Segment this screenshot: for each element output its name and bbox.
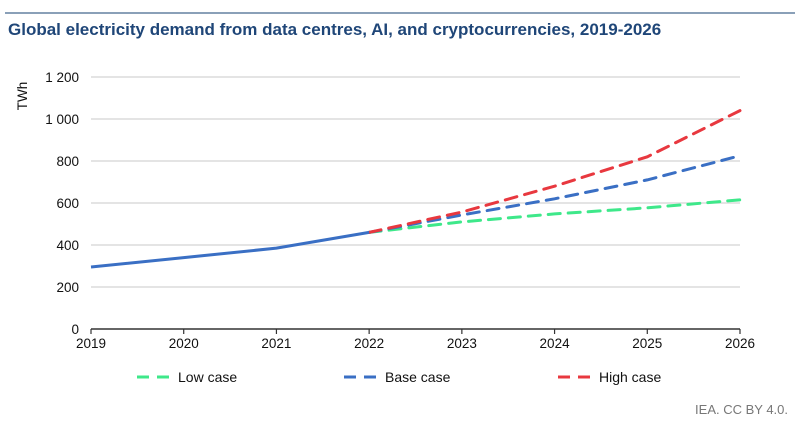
y-tick-label: 1 000 [45,112,79,127]
legend-item-base-case[interactable]: Base case [344,369,451,385]
x-tick-label: 2022 [354,336,384,351]
y-axis-title: TWh [15,82,30,111]
source-note: IEA. CC BY 4.0. [695,402,788,417]
series-line-high-case [367,109,742,234]
y-tick-label: 1 200 [45,70,79,85]
y-tick-label: 800 [56,154,79,169]
legend-item-high-case[interactable]: High case [558,369,661,385]
x-tick-label: 2021 [261,336,291,351]
legend-label: Base case [385,369,451,385]
y-tick-label: 600 [56,196,79,211]
legend: Low case Base case High case [137,369,661,385]
x-tick-label: 2026 [725,336,755,351]
x-tick-label: 2024 [540,336,571,351]
chart-title: Global electricity demand from data cent… [8,20,662,39]
gridlines [91,76,740,288]
y-tick-label: 0 [71,322,79,337]
x-axis: 2019 2020 2021 2022 2023 2024 2025 2026 [76,328,755,351]
x-tick-label: 2023 [447,336,477,351]
x-tick-label: 2025 [632,336,662,351]
legend-label: High case [599,369,661,385]
series-lines [90,109,742,269]
y-tick-label: 200 [56,280,79,295]
series-line-base-case [367,154,742,234]
x-tick-label: 2020 [169,336,199,351]
x-tick-label: 2019 [76,336,106,351]
top-rule [5,12,795,14]
y-tick-labels: 0 200 400 600 800 1 000 1 200 [45,70,79,337]
legend-item-low-case[interactable]: Low case [137,369,237,385]
legend-label: Low case [178,369,237,385]
series-line-low-case [367,198,742,234]
series-line-historical [90,230,370,269]
y-tick-label: 400 [56,238,79,253]
